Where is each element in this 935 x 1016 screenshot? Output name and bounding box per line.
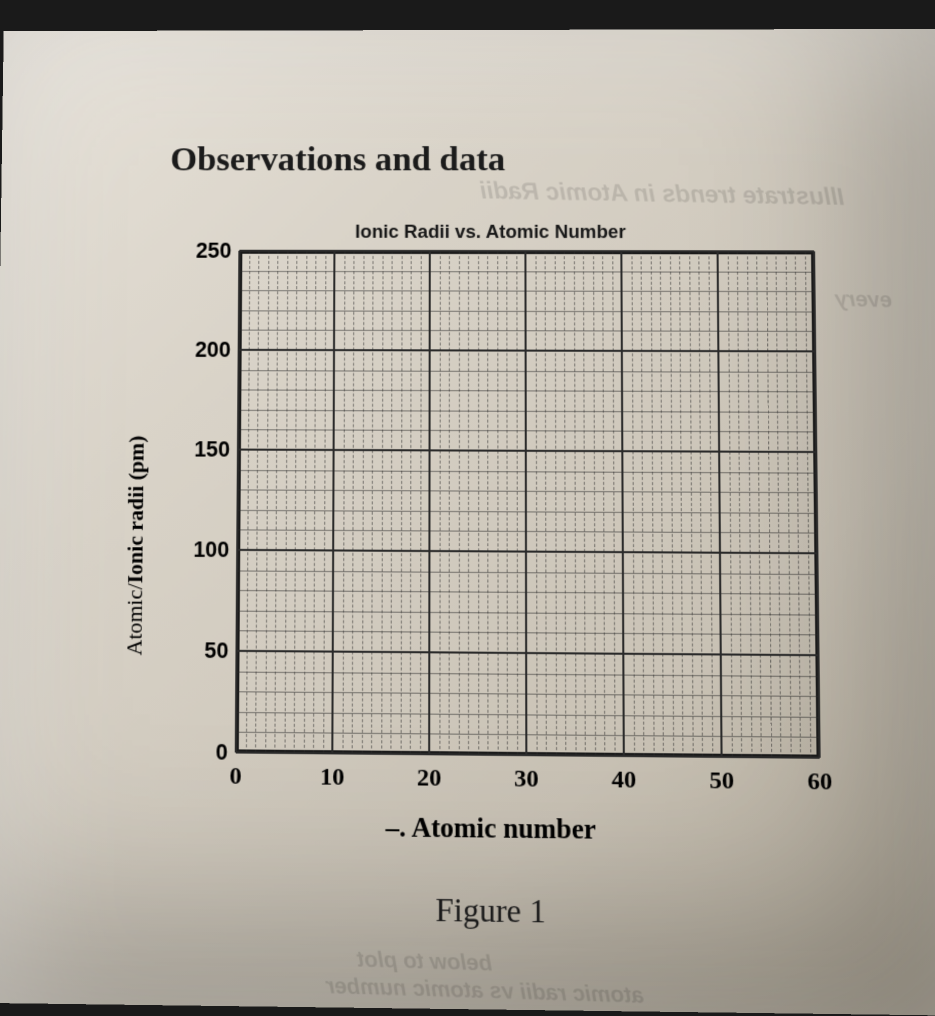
gridline-v-minor [255, 251, 259, 753]
y-axis-label: Atomic/Ionic radii (pm) [122, 436, 149, 656]
gridline-v-minor [410, 251, 412, 754]
gridline-v-major [235, 251, 241, 753]
gridline-v-minor [361, 251, 364, 754]
chart: Ionic Radii vs. Atomic Number Atomic/Ion… [123, 220, 863, 884]
gridline-v-minor [478, 251, 479, 755]
gridline-v-minor [804, 251, 810, 757]
gridline-v-minor [689, 251, 694, 756]
gridline-v-minor [756, 251, 762, 757]
gridline-v-minor [727, 251, 732, 757]
gridline-v-minor [573, 251, 576, 755]
gridline-v-minor [342, 251, 345, 754]
y-axis-label-printed: Ionic radii (pm) [123, 436, 149, 584]
x-tick-label: 10 [320, 764, 345, 792]
gridline-v-minor [449, 251, 450, 754]
gridline-v-major [428, 251, 431, 754]
gridline-v-minor [468, 251, 469, 755]
x-tick-label: 0 [229, 763, 241, 791]
y-tick-label: 0 [215, 739, 227, 765]
y-tick-label: 200 [195, 337, 231, 362]
gridline-v-minor [352, 251, 355, 754]
gridline-v-minor [506, 251, 508, 755]
gridline-v-minor [593, 251, 596, 756]
gridline-v-minor [708, 251, 713, 757]
bleed-through-text: atomic radii vs atomic number [326, 973, 644, 1009]
gridline-v-major [717, 251, 723, 757]
gridline-v-minor [439, 251, 440, 754]
gridline-v-minor [775, 251, 781, 757]
gridline-v-minor [785, 251, 791, 757]
x-axis-label-text: Atomic number [411, 812, 596, 845]
gridline-v-minor [679, 251, 683, 756]
gridline-v-major [620, 251, 624, 756]
gridline-v-minor [390, 251, 392, 754]
gridline-v-minor [516, 251, 518, 755]
y-tick-label: 250 [196, 238, 232, 263]
bleed-through-text: below to plot [357, 946, 493, 977]
gridline-v-minor [381, 251, 383, 754]
gridline-v-minor [660, 251, 664, 756]
gridline-v-minor [650, 251, 654, 756]
y-tick-label: 150 [194, 437, 230, 463]
gridline-v-minor [602, 251, 605, 756]
paper-sheet: Observations and data Ionic Radii vs. At… [0, 29, 935, 1016]
gridline-v-major [524, 251, 527, 755]
gridline-v-minor [497, 251, 498, 755]
gridline-v-minor [583, 251, 586, 756]
gridline-v-minor [746, 251, 751, 757]
gridline-v-minor [554, 251, 556, 755]
gridline-v-minor [313, 251, 316, 753]
gridline-v-minor [535, 251, 537, 755]
x-tick-label: 20 [417, 765, 442, 793]
x-tick-label: 60 [807, 768, 832, 797]
gridline-v-minor [419, 251, 421, 754]
gridline-v-minor [766, 251, 772, 757]
gridline-v-minor [487, 251, 488, 755]
gridline-v-minor [274, 251, 278, 753]
x-axis-label: –. Atomic number [123, 809, 862, 849]
gridline-v-minor [612, 251, 615, 756]
bleed-through-text: Illustrate trends in Atomic Radii [480, 177, 845, 212]
x-tick-label: 50 [709, 767, 734, 796]
gridline-v-minor [737, 251, 742, 757]
gridline-v-minor [545, 251, 547, 755]
y-tick-label: 100 [193, 537, 229, 563]
gridline-v-minor [631, 251, 635, 756]
y-tick-label: 50 [204, 638, 228, 664]
gridline-v-minor [795, 251, 801, 757]
gridline-v-minor [371, 251, 374, 754]
gridline-v-major [813, 251, 821, 757]
section-title: Observations and data [170, 140, 505, 179]
chart-title: Ionic Radii vs. Atomic Number [130, 220, 855, 243]
gridline-v-minor [284, 251, 288, 753]
bleed-through-layer: Illustrate trends in Atomic Radiieverybe… [4, 29, 935, 31]
gridline-v-minor [400, 251, 402, 754]
plot-area: 0501001502002500102030405060 [236, 251, 820, 758]
gridline-v-minor [265, 251, 269, 753]
x-tick-label: 40 [612, 766, 637, 795]
figure-caption: Figure 1 [122, 887, 863, 935]
x-axis-label-prefix: –. [386, 811, 412, 843]
gridline-v-minor [303, 251, 307, 753]
gridline-v-minor [698, 251, 703, 756]
y-axis-label-handwritten-prefix: Atomic/ [122, 583, 147, 655]
gridline-v-minor [564, 251, 567, 755]
gridline-v-minor [641, 251, 645, 756]
gridline-v-minor [245, 251, 249, 753]
x-tick-label: 30 [514, 765, 539, 793]
gridline-v-minor [669, 251, 673, 756]
gridline-v-major [331, 251, 335, 754]
gridline-v-minor [294, 251, 298, 753]
gridline-v-minor [458, 251, 459, 755]
gridline-v-minor [323, 251, 326, 753]
